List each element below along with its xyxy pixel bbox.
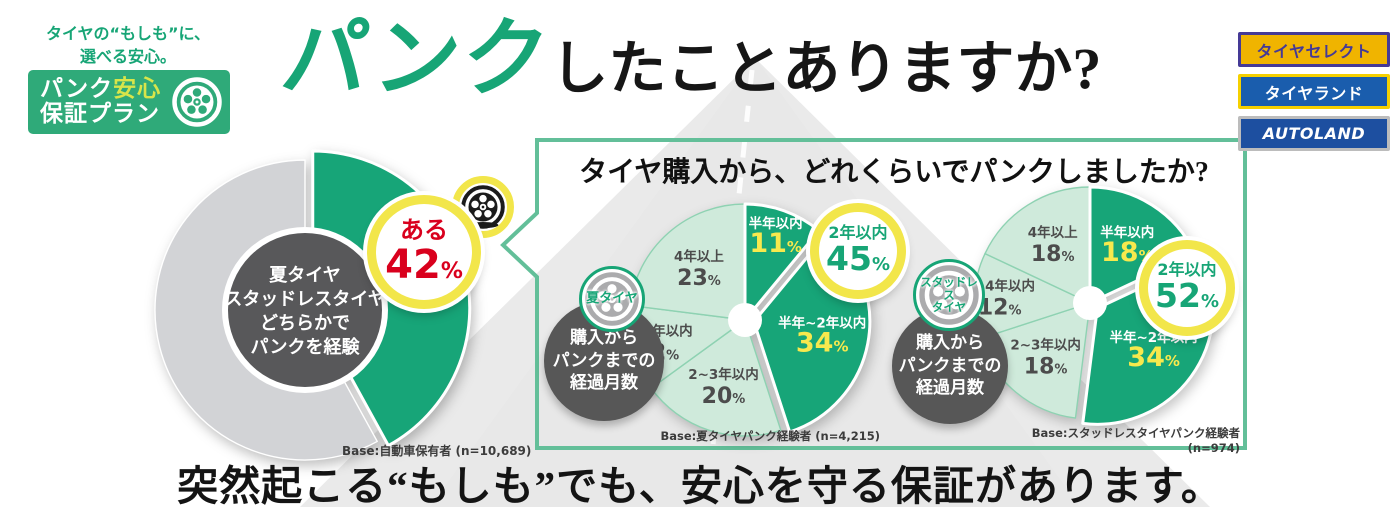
svg-text:34%: 34% xyxy=(1127,342,1180,373)
callout-unit: % xyxy=(440,258,463,284)
svg-text:23%: 23% xyxy=(677,266,721,291)
callout-value: 52 xyxy=(1155,276,1201,316)
brand-logo-tire-land[interactable]: タイヤランド xyxy=(1238,74,1390,109)
studless-base-note: Base:スタッドレスタイヤパンク経験者 (n=974) xyxy=(1031,426,1240,455)
wheel-icon xyxy=(172,77,222,127)
badge-label: スタッドレス タイヤ xyxy=(920,275,978,315)
svg-text:夏タイヤ: 夏タイヤ xyxy=(269,265,340,286)
plan-logo-line2: 保証プラン xyxy=(40,101,160,127)
svg-text:どちらかで: どちらかで xyxy=(260,313,350,334)
pank-anshin-plan-logo: パンク安心 保証プラン xyxy=(28,70,230,134)
footer-message: 突然起こる“もしも”でも、安心を守る保証があります。 xyxy=(177,463,1223,507)
svg-text:半年以内: 半年以内 xyxy=(1100,224,1154,241)
callout-value: 45 xyxy=(826,239,872,279)
summer-base-note: Base:夏タイヤパンク経験者 (n=4,215) xyxy=(660,429,880,443)
svg-text:半年~2年以内: 半年~2年以内 xyxy=(778,315,866,332)
badge-label: 夏タイヤ xyxy=(586,290,638,306)
svg-text:11%: 11% xyxy=(749,228,802,259)
wheel-icon xyxy=(919,265,979,325)
svg-text:34%: 34% xyxy=(796,328,849,359)
callout-label: ある xyxy=(400,216,448,245)
brand-label: AUTOLAND xyxy=(1262,124,1366,143)
callout-unit: % xyxy=(1200,291,1219,313)
brand-label: タイヤセレクト xyxy=(1256,41,1372,61)
wheel-icon xyxy=(585,272,639,326)
brand-logo-tire-select[interactable]: タイヤセレクト xyxy=(1238,32,1390,67)
title-rest: したことありますか? xyxy=(550,36,1102,101)
title-accent: パンク xyxy=(276,9,556,109)
summer-months-circle: 購入から パンクまでの 経過月数 xyxy=(544,301,664,421)
studless-tire-badge: スタッドレス タイヤ xyxy=(913,259,985,331)
svg-text:2~3年以内: 2~3年以内 xyxy=(1010,337,1081,354)
donut-base-note: Base:自動車保有者 (n=10,689) xyxy=(342,444,532,458)
svg-text:2~3年以内: 2~3年以内 xyxy=(688,366,759,383)
brand-label: タイヤランド xyxy=(1264,83,1364,103)
plan-logo-text: パンク安心 保証プラン xyxy=(40,75,162,128)
page-title: パンク したことありますか? xyxy=(277,9,1102,109)
svg-text:スタッドレスタイヤ: スタッドレスタイヤ xyxy=(224,289,385,310)
svg-text:20%: 20% xyxy=(702,384,746,409)
svg-text:パンクを経験: パンクを経験 xyxy=(251,336,361,358)
plan-logo-line1: パンク xyxy=(40,75,114,102)
svg-text:18%: 18% xyxy=(1101,237,1154,268)
svg-text:4年以上: 4年以上 xyxy=(1028,224,1078,241)
svg-text:18%: 18% xyxy=(1024,355,1068,380)
brand-logo-autoland[interactable]: AUTOLAND xyxy=(1238,116,1390,151)
aru-42-callout: ある 42% xyxy=(367,195,481,309)
callout-label: 2年以内 xyxy=(828,223,888,243)
plan-logo-anshin: 安心 xyxy=(113,75,162,102)
svg-text:4年以上: 4年以上 xyxy=(674,248,724,265)
question-box xyxy=(500,138,1247,450)
svg-text:半年以内: 半年以内 xyxy=(749,215,803,232)
studless-2year-callout: 2年以内 52% xyxy=(1139,240,1235,336)
svg-text:18%: 18% xyxy=(1031,242,1075,267)
summer-2year-callout: 2年以内 45% xyxy=(810,203,906,299)
brand-logos: タイヤセレクト タイヤランド AUTOLAND xyxy=(1238,32,1390,158)
summer-tire-badge: 夏タイヤ xyxy=(579,266,645,332)
callout-label: 2年以内 xyxy=(1157,260,1217,280)
callout-unit: % xyxy=(871,254,890,276)
tagline: タイヤの“もしも”に、 選べる安心。 xyxy=(45,24,211,67)
question-box-title: タイヤ購入から、どれくらいでパンクしましたか? xyxy=(579,157,1209,188)
callout-value: 42 xyxy=(385,241,441,288)
summer-tire-pie-chart: 半年以内11%半年~2年以内34%2~3年以内20%3~4年以内12%4年以上2… xyxy=(622,202,872,437)
